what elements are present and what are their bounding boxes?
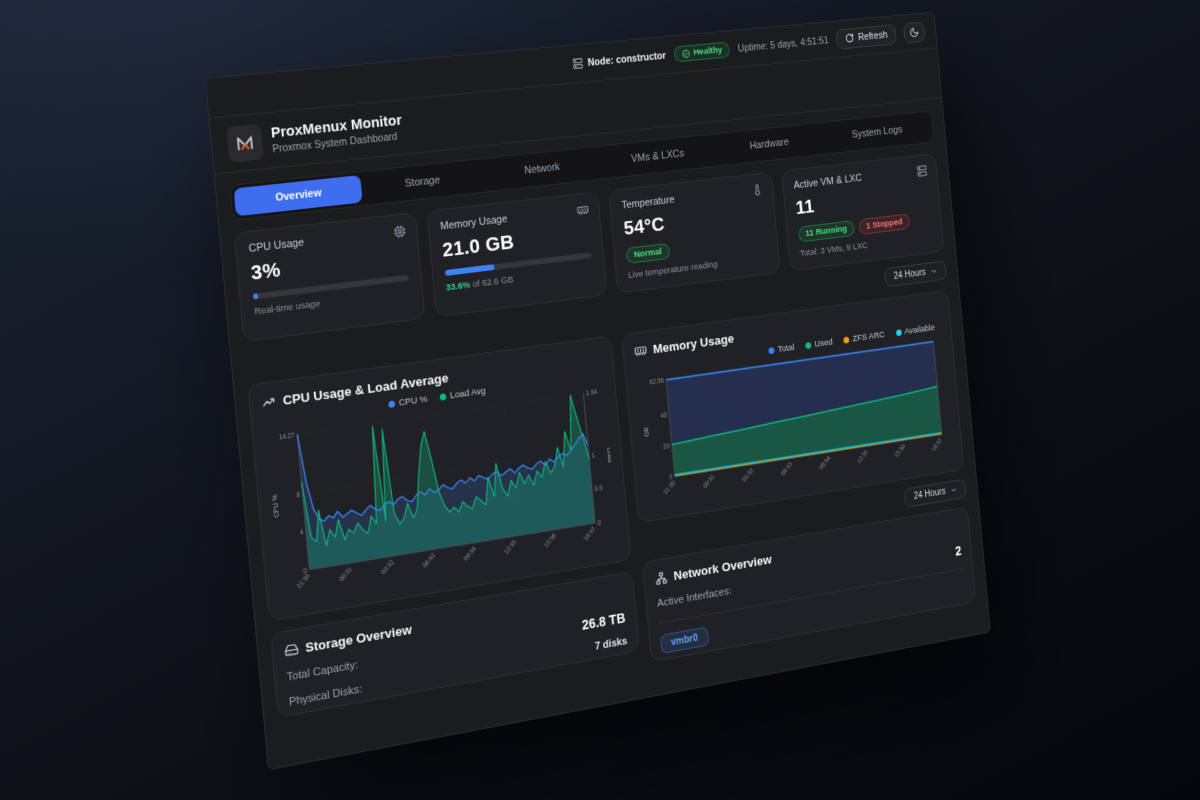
tab-system-logs[interactable]: System Logs bbox=[851, 124, 903, 141]
tab-overview[interactable]: Overview bbox=[233, 175, 363, 217]
svg-text:09:34: 09:34 bbox=[819, 455, 833, 471]
cpu-icon bbox=[392, 224, 406, 239]
svg-text:20: 20 bbox=[663, 443, 670, 451]
chevron-down-icon bbox=[950, 485, 958, 494]
svg-text:0: 0 bbox=[669, 474, 673, 481]
node-name: Node: constructor bbox=[587, 49, 667, 69]
active-vm-lxc-card: Active VM & LXC 11 11 Running 1 Stopped … bbox=[780, 153, 945, 272]
svg-text:06:33: 06:33 bbox=[422, 552, 437, 569]
memory-chart: 21:30 00:31 03:32 06:33 09:34 12:35 15:36 18:37… bbox=[643, 333, 944, 496]
refresh-icon bbox=[845, 33, 855, 44]
uptime-text: Uptime: 5 days, 4:51:51 bbox=[737, 34, 830, 55]
svg-text:15:36: 15:36 bbox=[894, 443, 907, 459]
memory-chart-card: Memory Usage Total Used ZFS ARC Available 2… bbox=[621, 290, 965, 524]
svg-text:03:32: 03:32 bbox=[742, 467, 756, 483]
dashboard-window: Node: constructor Healthy Uptime: 5 days… bbox=[205, 11, 991, 771]
left-column: CPU Usage & Load Average CPU % Load Avg 2… bbox=[247, 335, 640, 718]
svg-text:0: 0 bbox=[303, 567, 307, 575]
trending-up-icon bbox=[261, 394, 277, 411]
memory-usage-card: Memory Usage 21.0 GB 33.6% of 62.6 GB bbox=[426, 191, 608, 318]
check-circle-icon bbox=[681, 48, 690, 58]
svg-text:21:30: 21:30 bbox=[663, 479, 677, 496]
right-column: Memory Usage Total Used ZFS ARC Available 2… bbox=[621, 290, 977, 663]
cpu-load-chart: 21:30 00:31 03:32 06:33 09:34 12:35 15:36 18:37… bbox=[273, 389, 613, 590]
svg-text:62.56: 62.56 bbox=[649, 378, 664, 387]
svg-text:00:31: 00:31 bbox=[338, 566, 354, 583]
network-icon bbox=[654, 570, 668, 586]
svg-text:06:33: 06:33 bbox=[780, 461, 794, 477]
cpu-load-chart-card: CPU Usage & Load Average CPU % Load Avg 2… bbox=[247, 335, 632, 621]
svg-text:4: 4 bbox=[300, 529, 304, 537]
svg-text:CPU %: CPU % bbox=[273, 494, 282, 518]
svg-text:GB: GB bbox=[643, 426, 650, 437]
refresh-button[interactable]: Refresh bbox=[835, 23, 897, 50]
tab-storage[interactable]: Storage bbox=[404, 174, 441, 190]
svg-text:12:35: 12:35 bbox=[856, 449, 869, 465]
svg-text:00:31: 00:31 bbox=[702, 473, 716, 489]
svg-text:1.94: 1.94 bbox=[586, 389, 598, 397]
temperature-card: Temperature 54°C Normal Live temperature… bbox=[608, 171, 781, 294]
health-badge: Healthy bbox=[673, 41, 731, 63]
node-indicator: Node: constructor bbox=[572, 49, 667, 70]
tab-network[interactable]: Network bbox=[523, 161, 561, 177]
svg-text:40: 40 bbox=[660, 412, 667, 420]
temperature-status-badge: Normal bbox=[625, 242, 671, 265]
svg-text:0.5: 0.5 bbox=[594, 485, 603, 493]
svg-text:18:37: 18:37 bbox=[583, 526, 598, 543]
server-icon bbox=[572, 57, 584, 70]
svg-text:14.27: 14.27 bbox=[279, 432, 296, 441]
thermometer-icon bbox=[750, 183, 763, 197]
svg-text:21:30: 21:30 bbox=[296, 572, 312, 590]
memory-icon bbox=[576, 203, 589, 218]
svg-text:8: 8 bbox=[296, 491, 300, 499]
cpu-usage-card: CPU Usage 3% Real-time usage bbox=[233, 212, 425, 343]
svg-text:12:35: 12:35 bbox=[503, 539, 518, 556]
app-titles: ProxMenux Monitor Proxmox System Dashboa… bbox=[270, 112, 403, 155]
main-content: Overview Storage Network VMs & LXCs Hard… bbox=[215, 98, 988, 746]
memory-timeframe-dropdown[interactable]: 24 Hours bbox=[904, 478, 967, 508]
svg-text:1: 1 bbox=[591, 453, 595, 460]
svg-text:09:34: 09:34 bbox=[463, 545, 478, 562]
proxmenux-logo bbox=[225, 123, 264, 163]
tab-vms-lxcs[interactable]: VMs & LXCs bbox=[630, 147, 685, 165]
theme-toggle-button[interactable] bbox=[903, 21, 926, 43]
svg-text:03:32: 03:32 bbox=[380, 559, 395, 576]
interface-pill-vmbr0[interactable]: vmbr0 bbox=[659, 626, 709, 654]
svg-text:Load: Load bbox=[606, 447, 613, 463]
timeframe-dropdown[interactable]: 24 Hours bbox=[884, 260, 947, 288]
tab-hardware[interactable]: Hardware bbox=[749, 136, 790, 152]
svg-text:18:37: 18:37 bbox=[931, 437, 944, 453]
vm-stopped-badge: 1 Stopped bbox=[858, 213, 911, 235]
memory-icon bbox=[634, 343, 648, 359]
vm-running-badge: 11 Running bbox=[797, 220, 855, 243]
servers-icon bbox=[916, 164, 928, 178]
moon-icon bbox=[909, 26, 919, 38]
hard-drive-icon bbox=[284, 641, 300, 658]
chevron-down-icon bbox=[930, 267, 938, 276]
svg-text:15:36: 15:36 bbox=[543, 532, 558, 549]
svg-text:0: 0 bbox=[597, 519, 601, 526]
